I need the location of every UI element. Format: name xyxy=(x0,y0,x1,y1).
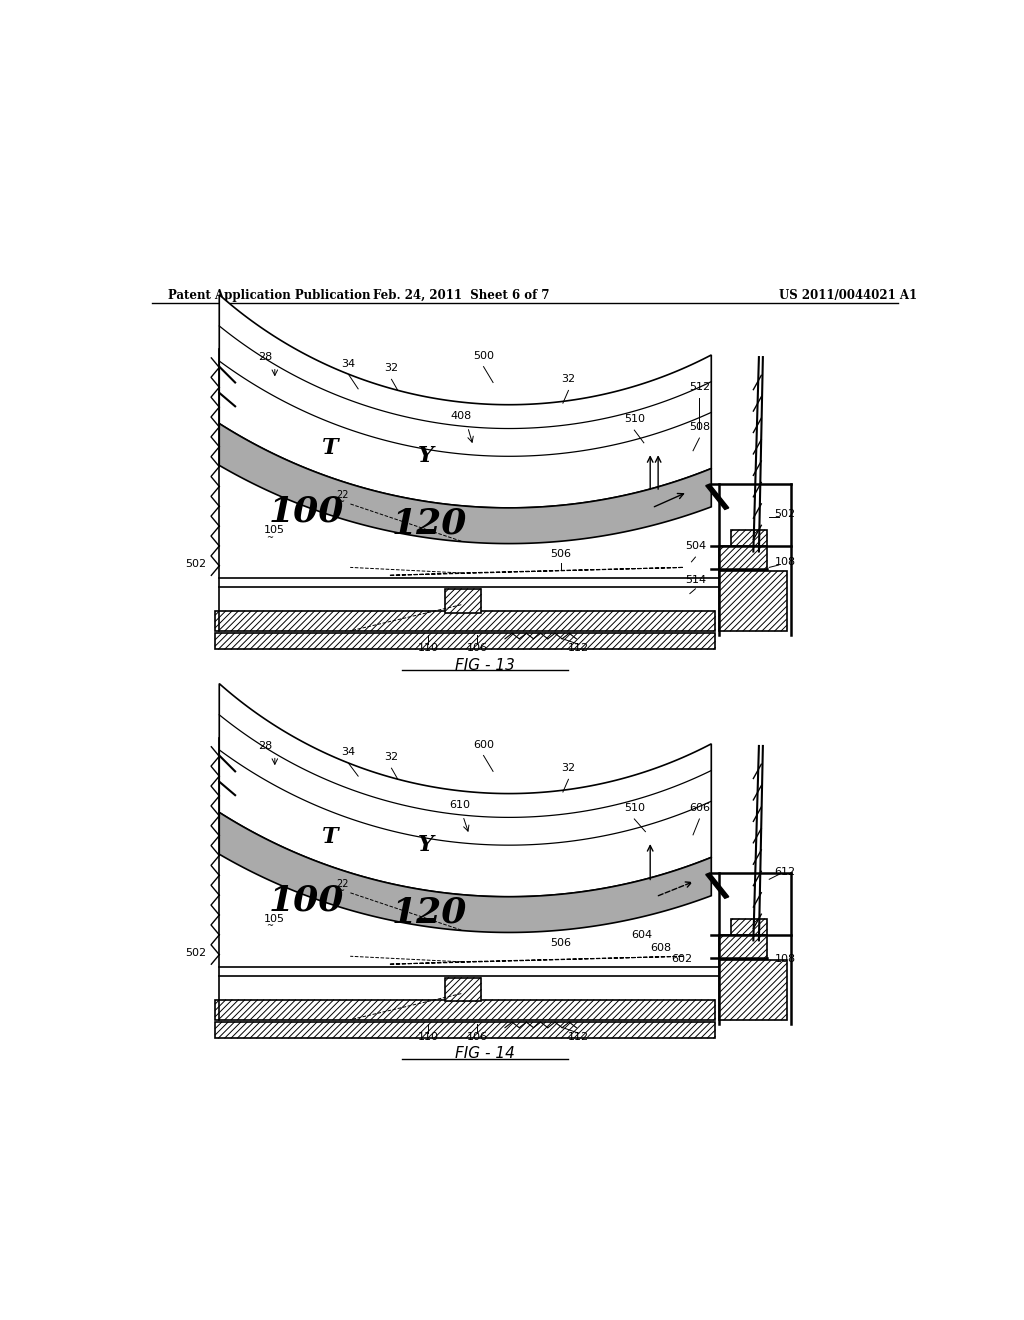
Text: Patent Application Publication: Patent Application Publication xyxy=(168,289,371,302)
Text: 510: 510 xyxy=(624,803,645,813)
Text: T: T xyxy=(323,437,339,459)
Text: 110: 110 xyxy=(418,1032,438,1041)
Bar xyxy=(215,611,715,631)
Text: 32: 32 xyxy=(384,752,398,762)
Text: 408: 408 xyxy=(451,411,472,421)
Text: 514: 514 xyxy=(685,576,706,585)
Text: 510: 510 xyxy=(624,414,645,424)
Text: ~: ~ xyxy=(337,496,344,506)
Text: 106: 106 xyxy=(467,1032,487,1041)
Text: 22: 22 xyxy=(336,490,348,500)
Text: 506: 506 xyxy=(550,939,571,948)
Text: 500: 500 xyxy=(473,351,494,360)
Polygon shape xyxy=(219,684,712,896)
Text: 502: 502 xyxy=(185,560,206,569)
Text: 604: 604 xyxy=(632,931,653,940)
Polygon shape xyxy=(219,294,712,508)
Text: 32: 32 xyxy=(561,763,575,774)
Text: 112: 112 xyxy=(568,643,590,652)
Text: 106: 106 xyxy=(467,643,487,652)
Text: 34: 34 xyxy=(342,359,355,368)
Text: 105: 105 xyxy=(264,525,286,536)
Text: 508: 508 xyxy=(689,422,710,432)
Bar xyxy=(215,1022,715,1038)
Bar xyxy=(719,546,767,570)
Text: 120: 120 xyxy=(392,895,467,929)
Text: 512: 512 xyxy=(689,383,710,392)
Bar xyxy=(719,935,767,958)
Text: 606: 606 xyxy=(689,803,710,813)
Text: 28: 28 xyxy=(258,352,272,362)
Text: 506: 506 xyxy=(550,549,571,560)
Text: 502: 502 xyxy=(185,948,206,958)
Text: 120: 120 xyxy=(392,507,467,541)
Text: FIG - 13: FIG - 13 xyxy=(456,657,515,672)
Text: 602: 602 xyxy=(672,954,692,964)
Text: 610: 610 xyxy=(450,800,470,810)
Text: 34: 34 xyxy=(342,747,355,758)
Text: US 2011/0044021 A1: US 2011/0044021 A1 xyxy=(778,289,916,302)
Bar xyxy=(719,572,786,631)
Polygon shape xyxy=(706,484,729,510)
Bar xyxy=(445,589,481,612)
Text: ~: ~ xyxy=(337,886,344,895)
Text: Y: Y xyxy=(418,834,433,857)
Text: 502: 502 xyxy=(774,510,796,519)
Bar xyxy=(719,960,786,1020)
Bar xyxy=(445,978,481,1002)
Text: T: T xyxy=(323,826,339,849)
Text: FIG - 14: FIG - 14 xyxy=(456,1047,515,1061)
Text: 612: 612 xyxy=(774,866,796,876)
Bar xyxy=(215,1001,715,1020)
Text: 105: 105 xyxy=(264,915,286,924)
Text: 28: 28 xyxy=(258,741,272,751)
Text: 110: 110 xyxy=(418,643,438,652)
Text: 600: 600 xyxy=(473,739,494,750)
Text: 108: 108 xyxy=(774,954,796,964)
Polygon shape xyxy=(706,873,729,899)
Text: Y: Y xyxy=(418,445,433,467)
Text: ~: ~ xyxy=(266,533,272,541)
Bar xyxy=(731,531,767,546)
Text: 32: 32 xyxy=(384,363,398,374)
Text: Feb. 24, 2011  Sheet 6 of 7: Feb. 24, 2011 Sheet 6 of 7 xyxy=(373,289,550,302)
Text: ~: ~ xyxy=(266,921,272,931)
Text: 112: 112 xyxy=(568,1032,590,1041)
Polygon shape xyxy=(219,812,712,932)
Text: 32: 32 xyxy=(561,375,575,384)
Bar xyxy=(731,919,767,935)
Bar xyxy=(215,634,715,649)
Text: 608: 608 xyxy=(650,942,672,953)
Text: 100: 100 xyxy=(269,495,344,529)
Polygon shape xyxy=(219,424,712,544)
Text: 22: 22 xyxy=(336,879,348,890)
Text: 108: 108 xyxy=(774,557,796,568)
Text: 504: 504 xyxy=(685,541,706,552)
Text: 100: 100 xyxy=(269,883,344,917)
